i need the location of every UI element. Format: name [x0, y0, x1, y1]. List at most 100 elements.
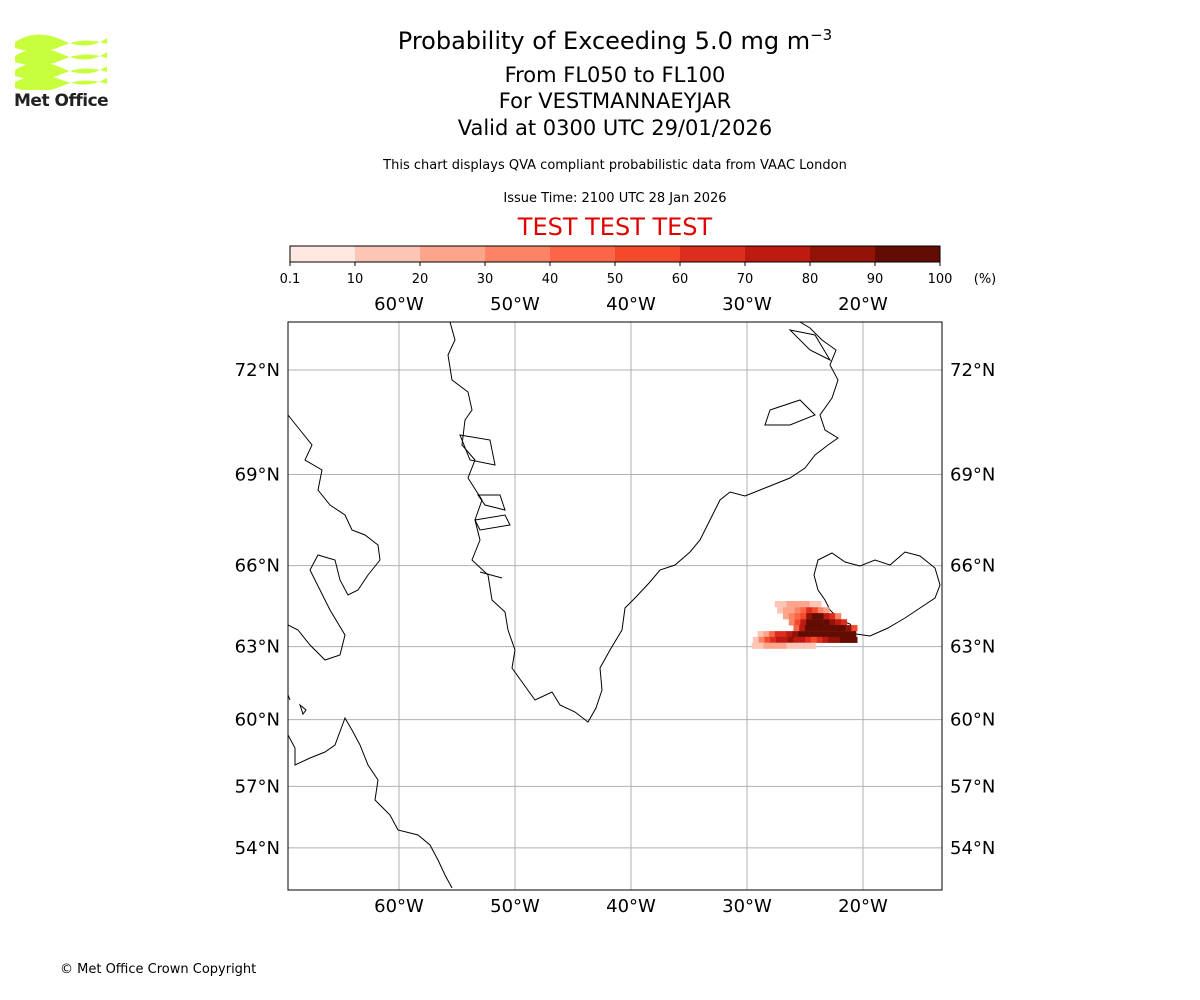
plume-cell — [803, 601, 810, 608]
x-tick-label-bottom: 20°W — [838, 896, 888, 917]
y-tick-label-right: 54°N — [950, 838, 995, 859]
x-tick-label-bottom: 30°W — [722, 896, 772, 917]
colorbar: 0.1 10 20 30 40 50 60 70 80 90 100 (%) — [280, 245, 997, 287]
x-tick-label-top: 30°W — [722, 294, 772, 315]
plume-cell — [798, 642, 805, 649]
colorbar-unit: (%) — [974, 272, 997, 287]
plume-cell — [800, 607, 807, 614]
plume-cell — [751, 642, 758, 649]
plume-cell — [800, 613, 807, 620]
plume-cell — [780, 631, 787, 638]
colorbar-tick-label: 60 — [672, 272, 689, 287]
plume-cell — [828, 636, 835, 643]
chart-note: This chart displays QVA compliant probab… — [383, 158, 847, 173]
y-tick-label-left: 72°N — [235, 360, 280, 381]
plume-cell — [774, 631, 781, 638]
y-tick-label-left: 66°N — [235, 556, 280, 577]
plume-cell — [780, 642, 787, 649]
plume-cell — [839, 625, 846, 632]
map-plot: 60°W 60°W 50°W 50°W 40°W 40°W 30°W 30°W 20°W 20°W… — [235, 294, 996, 917]
map-frame — [287, 321, 943, 891]
colorbar-segment — [745, 246, 810, 262]
plume-cell — [840, 619, 848, 626]
plume-cell — [769, 631, 776, 638]
plume-cell — [805, 625, 812, 632]
plume-cell — [788, 607, 795, 614]
plume-cell — [815, 631, 822, 638]
copyright: © Met Office Crown Copyright — [60, 962, 257, 977]
plume-cell — [794, 607, 801, 614]
plume-cell — [809, 642, 816, 649]
met-office-logo — [12, 30, 112, 115]
colorbar-segment — [290, 246, 355, 262]
y-tick-label-left: 57°N — [235, 776, 280, 797]
plume-cell — [845, 636, 852, 643]
plume-cell — [794, 619, 801, 626]
gridlines — [288, 322, 942, 890]
plume-cell — [769, 642, 776, 649]
plume-cell — [838, 631, 845, 638]
plume-cell — [757, 642, 764, 649]
y-tick-label-right: 63°N — [950, 637, 995, 658]
plume-cell — [806, 619, 813, 626]
plume-cell — [835, 613, 842, 620]
plume-cell — [781, 636, 788, 643]
colorbar-segment — [875, 246, 940, 262]
plume-cell — [829, 619, 836, 626]
colorbar-tick-label: 0.1 — [280, 272, 301, 287]
colorbar-segment — [420, 246, 485, 262]
plume-cell — [851, 625, 858, 632]
subtitle-valid-time: Valid at 0300 UTC 29/01/2026 — [457, 116, 773, 140]
plume-cell — [851, 636, 858, 643]
plume-cell — [774, 642, 781, 649]
plume-cell — [757, 631, 764, 638]
plume-cell — [798, 631, 805, 638]
plume-cell — [792, 642, 799, 649]
colorbar-tick-label: 70 — [737, 272, 754, 287]
plume-cell — [822, 636, 829, 643]
baffin-coastline — [288, 414, 381, 661]
plume-cell — [817, 607, 824, 614]
plume-cell — [786, 642, 793, 649]
plume-cell — [810, 636, 817, 643]
greenland-fjords — [459, 329, 832, 579]
plume-cell — [786, 601, 793, 608]
title-text: Probability of Exceeding 5.0 mg m — [397, 27, 811, 55]
plume-cell — [834, 625, 841, 632]
plume-cell — [793, 636, 800, 643]
subtitle-levels: From FL050 to FL100 — [504, 63, 726, 87]
plume-cell — [800, 619, 807, 626]
plume-cell — [811, 607, 819, 614]
plume-cell — [776, 636, 783, 643]
plume-cell — [815, 601, 822, 608]
plume-cell — [806, 607, 813, 614]
axis-ticks: 60°W 60°W 50°W 50°W 40°W 40°W 30°W 30°W 20°W 20°W… — [235, 294, 996, 917]
plume-cell — [844, 631, 851, 638]
plume-cell — [758, 636, 765, 643]
plume-cell — [792, 601, 799, 608]
x-tick-label-top: 60°W — [374, 294, 424, 315]
greenland-coastline — [447, 322, 839, 723]
colorbar-tick-label: 80 — [802, 272, 819, 287]
plume-cell — [770, 636, 777, 643]
plume-cell — [799, 636, 806, 643]
plume-cell — [805, 636, 812, 643]
plume-cell — [822, 625, 829, 632]
labrador-islands — [288, 694, 307, 716]
colorbar-tick-label: 40 — [542, 272, 559, 287]
title-superscript: −3 — [810, 26, 833, 44]
plume-cell — [787, 636, 794, 643]
y-tick-label-right: 60°N — [950, 710, 995, 731]
plume-cell — [810, 625, 817, 632]
plume-cell — [788, 613, 795, 620]
subtitle-location: For VESTMANNAEYJAR — [498, 89, 732, 113]
x-tick-label-bottom: 50°W — [490, 896, 540, 917]
y-tick-label-right: 66°N — [950, 556, 995, 577]
plume-cell — [764, 636, 771, 643]
plume-cell — [845, 625, 852, 632]
colorbar-tick-label: 90 — [867, 272, 884, 287]
y-tick-label-right: 72°N — [950, 360, 995, 381]
plume-cell — [803, 642, 810, 649]
ash-plume — [751, 601, 858, 649]
